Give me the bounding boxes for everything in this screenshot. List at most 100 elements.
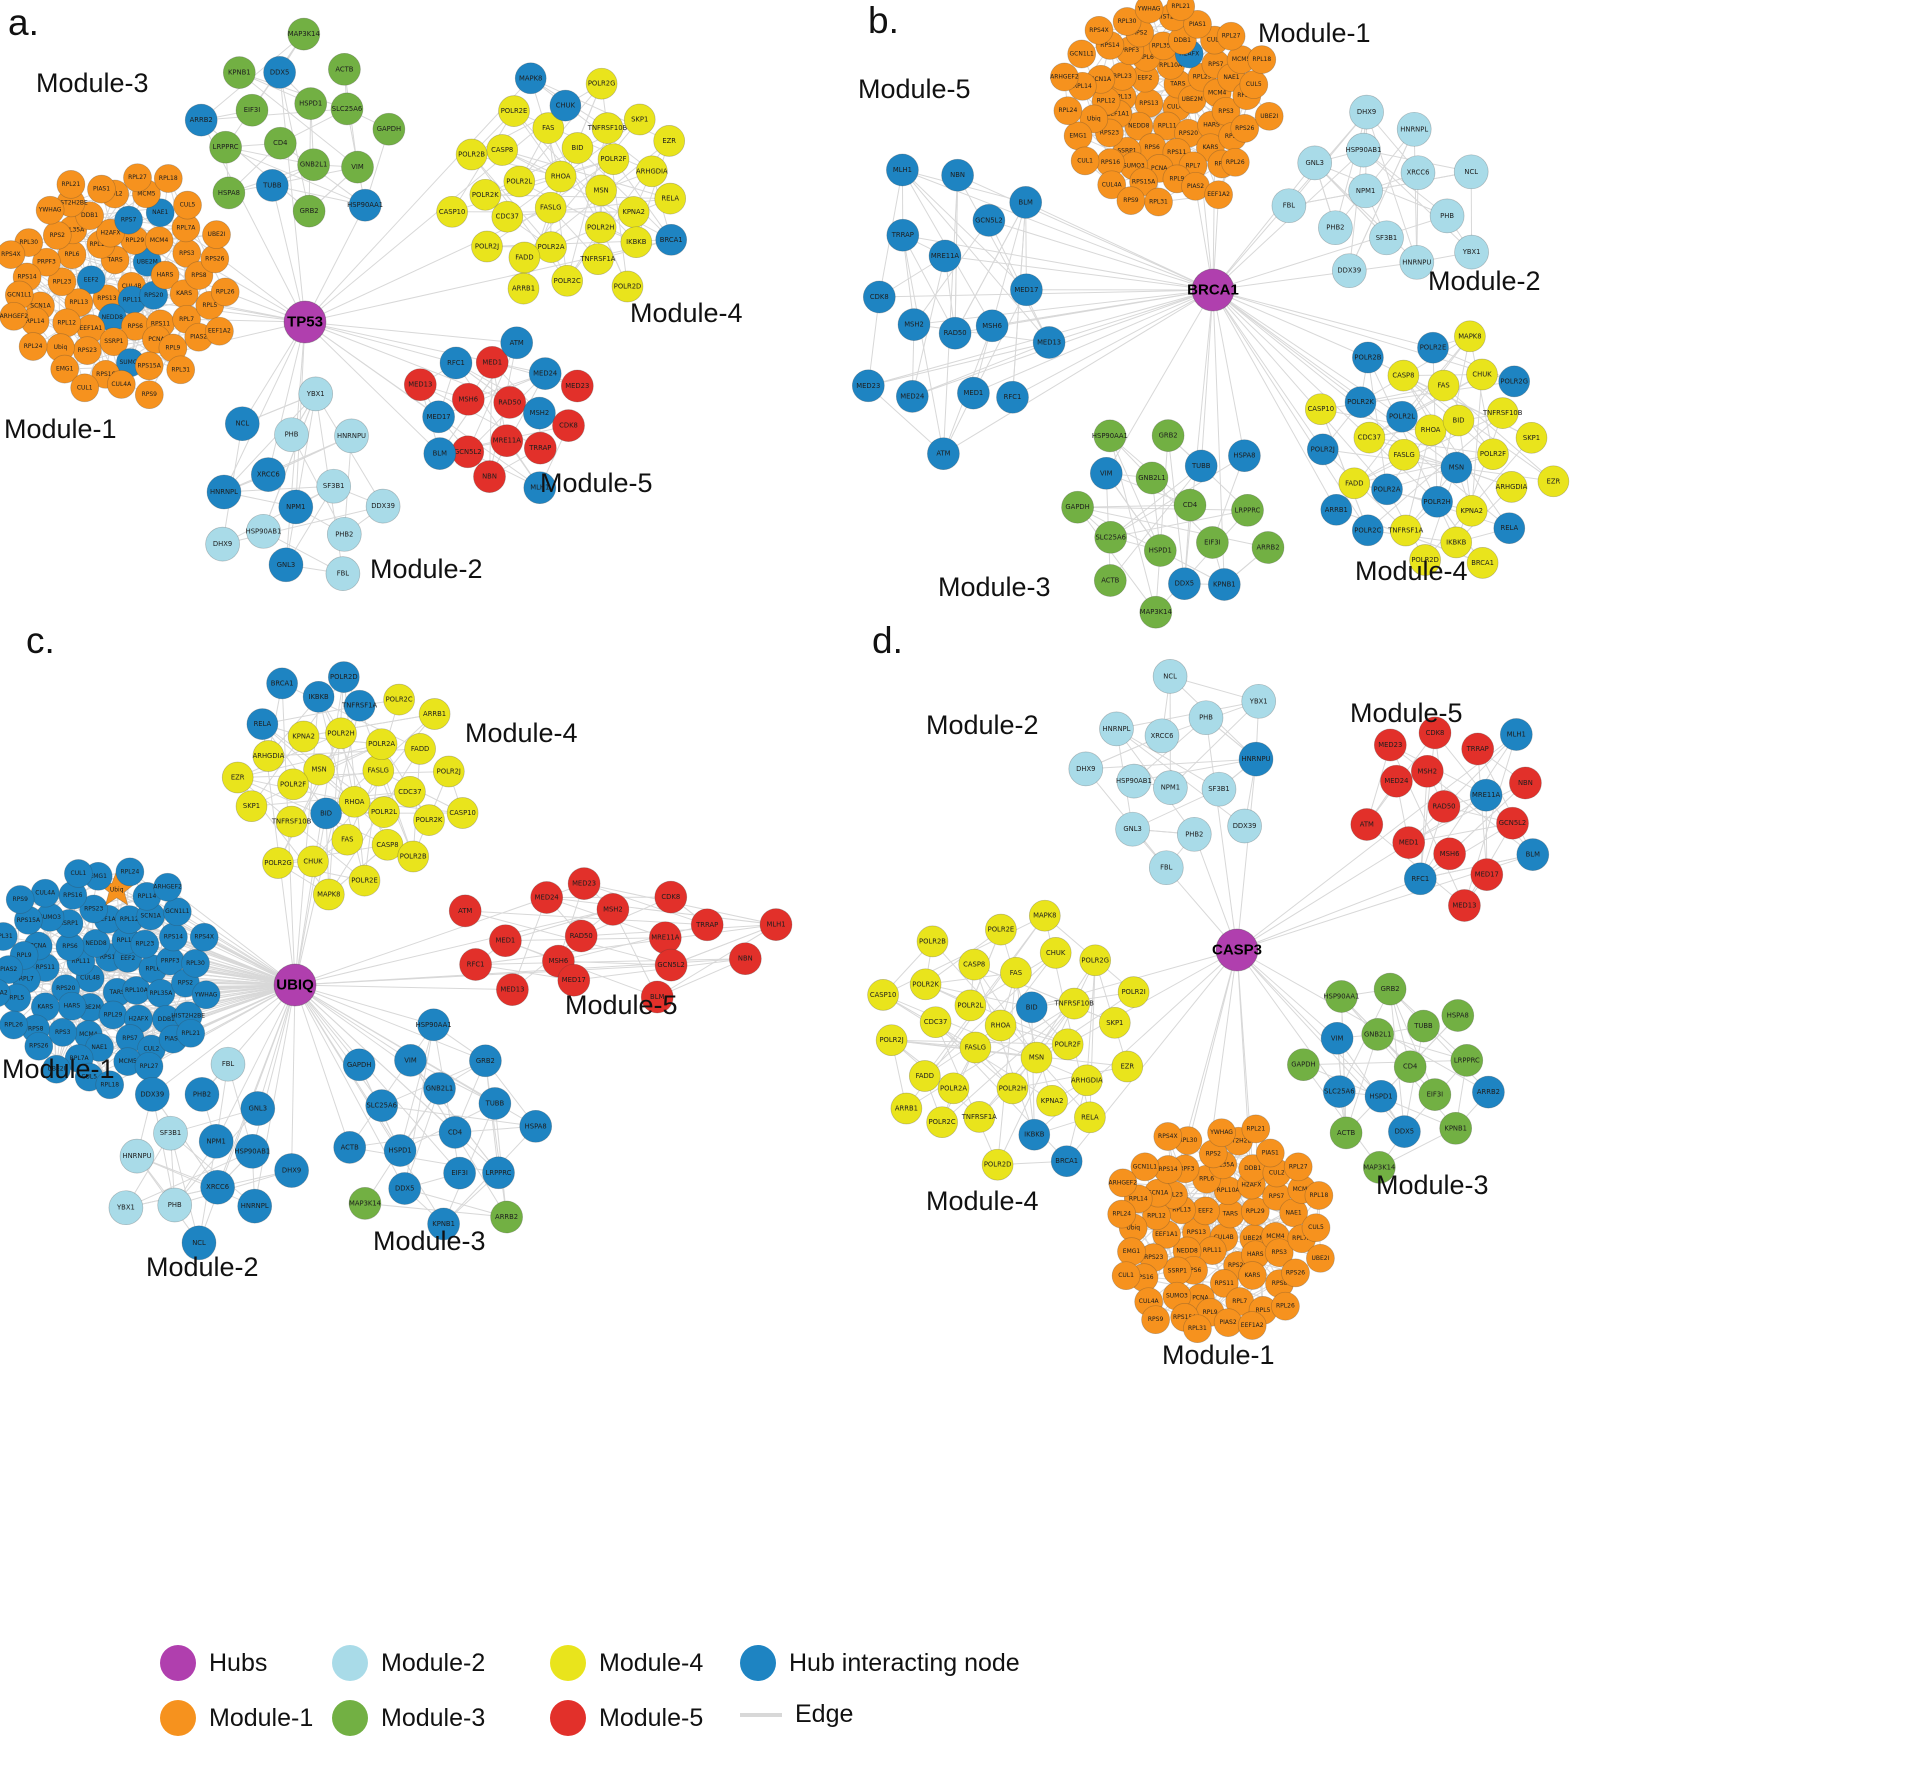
node-circle <box>916 925 949 958</box>
node-label: KARS <box>176 290 192 297</box>
node-circle <box>1058 987 1091 1020</box>
hub-edge <box>1212 289 1434 349</box>
node-circle <box>114 205 143 235</box>
node-label: POLR2L <box>371 808 397 816</box>
node-RPL21: RPL21 <box>1166 0 1196 21</box>
edge <box>867 385 944 455</box>
node-POLR2D: POLR2D <box>611 270 644 303</box>
node-circle <box>1477 438 1509 471</box>
node-label: HSP90AA1 <box>1323 993 1359 1001</box>
node-circle <box>1135 461 1169 495</box>
node-label: SKP1 <box>631 116 648 124</box>
node-circle <box>310 797 342 830</box>
hub-edge <box>1212 289 1388 490</box>
node-circle <box>365 1089 399 1122</box>
node-circle <box>222 56 256 89</box>
hub-edge <box>151 984 296 1095</box>
node-GAPDH: GAPDH <box>1061 490 1094 524</box>
node-label: RPL10A <box>89 241 113 248</box>
node-MED17: MED17 <box>557 963 591 997</box>
node-label: CUL1 <box>1077 157 1093 164</box>
node-label: TUBB <box>485 1100 505 1108</box>
node-ARRB2: ARRB2 <box>1472 1075 1505 1109</box>
hub-edge <box>267 321 306 475</box>
node-label: TNFRSF1A <box>579 255 615 263</box>
node-label: MSN <box>593 186 608 194</box>
node-SLC25A6: SLC25A6 <box>365 1089 399 1122</box>
node-label: PCNA <box>1151 165 1168 172</box>
node-label: RPL24 <box>24 343 43 350</box>
node-circle <box>551 264 584 297</box>
node-circle <box>1143 534 1177 567</box>
node-circle <box>235 790 268 823</box>
node-RFC1: RFC1 <box>459 948 492 981</box>
node-MAPK8: MAPK8 <box>1028 899 1061 932</box>
node-RPS9: RPS9 <box>1141 1305 1170 1335</box>
node-circle <box>134 380 164 410</box>
node-label: POLR2J <box>879 1036 903 1044</box>
node-circle <box>490 424 524 458</box>
node-PIAS1: PIAS1 <box>1255 1138 1285 1168</box>
node-EZR: EZR <box>1111 1050 1144 1083</box>
node-label: Ubiq <box>1087 115 1101 122</box>
node-label: RPL13 <box>1172 1206 1191 1213</box>
node-label: POLR2D <box>1411 556 1439 564</box>
node-circle <box>1493 512 1526 545</box>
node-POLR2C: POLR2C <box>383 683 415 716</box>
hub-circle <box>273 963 317 1007</box>
node-label: NAE1 <box>152 209 168 216</box>
node-circle <box>1338 467 1371 500</box>
edge <box>972 289 1027 394</box>
legend-label-module-3: Module-3 <box>381 1703 486 1732</box>
node-label: RPS13 <box>1187 1229 1206 1236</box>
node-label: RFC1 <box>467 961 485 969</box>
node-label: PCNA <box>148 336 165 343</box>
legend-item-edge: Edge <box>740 1700 853 1729</box>
node-HSPD1: HSPD1 <box>1364 1079 1398 1113</box>
node-FASLG: FASLG <box>1388 438 1420 471</box>
node-label: MCM5 <box>1232 56 1251 63</box>
node-label: POLR2L <box>1389 413 1415 421</box>
node-TUBB: TUBB <box>255 169 289 202</box>
legend-label-hubs: Hubs <box>209 1648 268 1677</box>
node-PHB2: PHB2 <box>1176 816 1212 852</box>
node-PIAS1: PIAS1 <box>1183 10 1212 39</box>
node-circle <box>210 1046 246 1082</box>
node-POLR2J: POLR2J <box>471 230 503 263</box>
edge <box>381 1105 536 1127</box>
node-circle <box>1461 732 1495 766</box>
node-POLR2B: POLR2B <box>916 925 949 958</box>
node-circle <box>0 301 29 331</box>
node-label: POLR2G <box>264 859 292 867</box>
node-label: RELA <box>1081 1113 1099 1121</box>
node-circle <box>108 1190 144 1226</box>
node-label: GRB2 <box>300 207 319 215</box>
node-label: POLR2L <box>957 1001 983 1009</box>
node-label: SLC25A6 <box>332 105 362 113</box>
node-SF3B1: SF3B1 <box>1369 220 1404 256</box>
node-XRCC6: XRCC6 <box>250 457 286 492</box>
node-FASLG: FASLG <box>959 1031 992 1064</box>
node-label: UBE2M <box>137 259 158 266</box>
node-label: RPL10A <box>125 987 149 994</box>
node-label: POLR2H <box>587 223 614 231</box>
node-label: FASLG <box>540 204 561 212</box>
node-circle <box>1053 96 1083 126</box>
node-label: RPL35A <box>149 990 173 997</box>
node-circle <box>585 67 618 100</box>
node-circle <box>623 103 656 136</box>
node-GRB2: GRB2 <box>1151 419 1185 452</box>
node-MAPK8: MAPK8 <box>312 878 345 911</box>
node-circle <box>1152 659 1188 694</box>
node-circle <box>1196 526 1229 559</box>
node-KPNB1: KPNB1 <box>427 1207 460 1241</box>
node-label: HNRNPU <box>1402 258 1431 266</box>
node-GNB2L1: GNB2L1 <box>423 1072 456 1105</box>
hub-label: TP53 <box>287 314 323 331</box>
node-POLR2G: POLR2G <box>1079 944 1112 977</box>
node-label: MCM4 <box>79 1031 98 1038</box>
node-circle <box>1448 889 1481 922</box>
node-circle <box>106 370 136 399</box>
node-label: GNB2L1 <box>426 1085 453 1093</box>
node-circle <box>530 881 564 914</box>
